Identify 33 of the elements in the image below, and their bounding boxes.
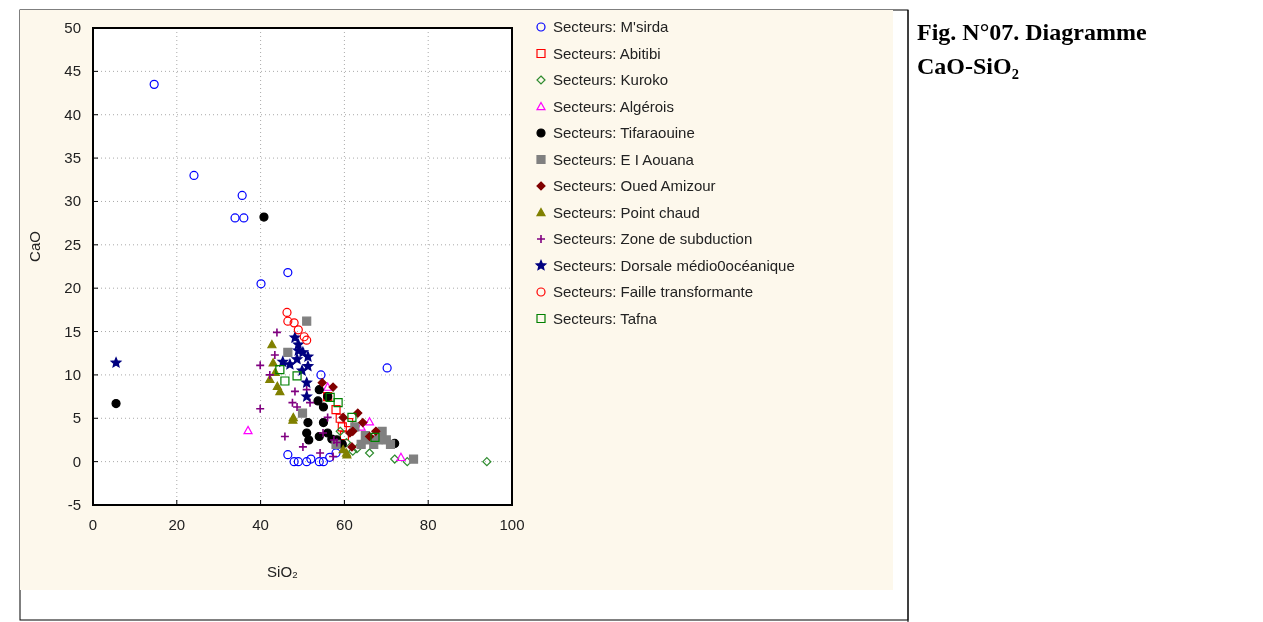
legend-label: Secteurs: Point chaud	[553, 203, 700, 221]
y-tick-label: 20	[64, 279, 81, 297]
y-tick-label: 25	[64, 235, 81, 253]
y-tick-label: 35	[64, 149, 81, 167]
legend-label: Secteurs: Dorsale médio0océanique	[553, 256, 795, 274]
text: Fig. N°07. Diagramme CaO-SiO₂	[917, 19, 1147, 79]
y-tick-label: -5	[67, 496, 81, 513]
x-tick-label: 0	[88, 516, 98, 533]
x-tick-label: 80	[419, 516, 437, 533]
y-tick-label: 10	[64, 365, 81, 383]
y-tick-label: 5	[72, 409, 81, 427]
legend-label: Secteurs: Abitibi	[553, 44, 661, 62]
x-tick-label: 20	[168, 516, 186, 533]
legend-label: Secteurs: Zone de subduction	[553, 230, 753, 247]
y-tick-label: 45	[64, 62, 81, 80]
x-tick-label: 100	[499, 516, 525, 533]
legend-label: Secteurs: Tifaraouine	[553, 124, 695, 141]
legend-label: Secteurs: Oued Amizour	[553, 177, 716, 194]
y-tick-label: 15	[64, 322, 81, 340]
y-tick-label: 30	[64, 192, 81, 210]
y-tick-label: 40	[64, 105, 81, 123]
legend-label: Secteurs: Algérois	[553, 97, 674, 115]
legend-label: Secteurs: M'sirda	[553, 18, 670, 35]
y-axis-title: CaO	[26, 231, 43, 262]
legend-label: Secteurs: Kuroko	[553, 71, 669, 88]
legend-label: Secteurs: E I Aouana	[553, 150, 695, 168]
y-tick-label: 50	[64, 19, 81, 36]
x-tick-label: 60	[336, 516, 353, 533]
y-tick-label: 0	[72, 452, 81, 470]
x-tick-label: 40	[252, 516, 269, 533]
x-axis-title: SiO₂	[267, 563, 299, 580]
legend-label: Secteurs: Tafna	[553, 309, 658, 327]
legend-label: Secteurs: Faille transformante	[553, 283, 754, 300]
